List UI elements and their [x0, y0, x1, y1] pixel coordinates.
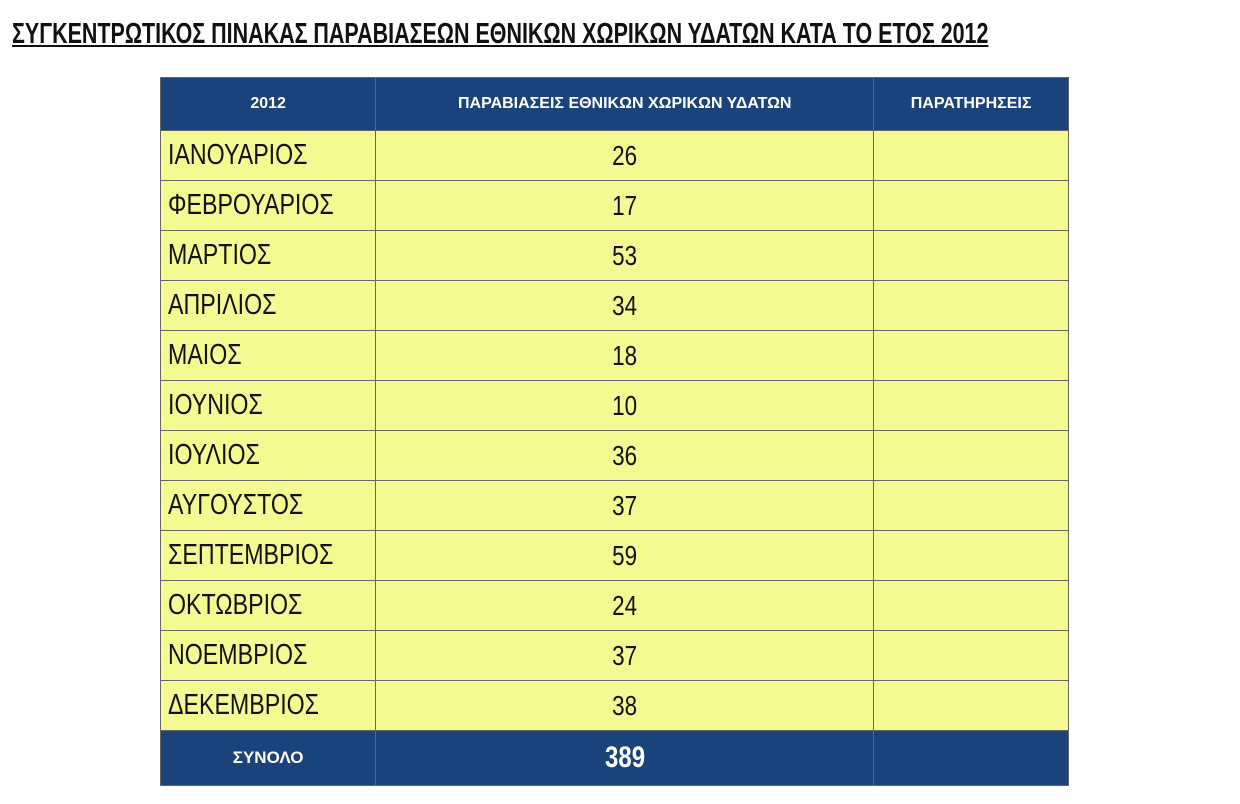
- table-row: ΔΕΚΕΜΒΡΙΟΣ 38: [159, 680, 1069, 731]
- violations-count: 17: [612, 189, 638, 221]
- table-row: ΙΟΥΛΙΟΣ 36: [159, 430, 1069, 481]
- violations-count: 38: [612, 689, 638, 721]
- value-cell: 37: [375, 480, 875, 531]
- table-row: ΑΠΡΙΛΙΟΣ 34: [159, 280, 1069, 331]
- value-cell: 53: [375, 230, 875, 281]
- table-row: ΣΕΠΤΕΜΒΡΙΟΣ 59: [159, 530, 1069, 581]
- table-row: ΜΑΙΟΣ 18: [159, 330, 1069, 381]
- violations-count: 18: [612, 339, 638, 371]
- month-label: ΙΟΥΝΙΟΣ: [168, 389, 263, 421]
- violations-count: 36: [612, 439, 638, 471]
- notes-cell: [873, 180, 1069, 231]
- month-label: ΔΕΚΕΜΒΡΙΟΣ: [168, 689, 320, 721]
- table-row: ΝΟΕΜΒΡΙΟΣ 37: [159, 630, 1069, 681]
- notes-cell: [873, 630, 1069, 681]
- month-label: ΜΑΡΤΙΟΣ: [168, 239, 272, 271]
- month-cell: ΜΑΙΟΣ: [159, 330, 377, 381]
- notes-cell: [873, 330, 1069, 381]
- value-cell: 38: [375, 680, 875, 731]
- violations-count: 26: [612, 139, 638, 171]
- month-cell: ΝΟΕΜΒΡΙΟΣ: [159, 630, 377, 681]
- notes-cell: [873, 580, 1069, 631]
- month-cell: ΣΕΠΤΕΜΒΡΙΟΣ: [159, 530, 377, 581]
- violations-count: 37: [612, 639, 638, 671]
- month-cell: ΔΕΚΕΜΒΡΙΟΣ: [159, 680, 377, 731]
- violations-count: 37: [612, 489, 638, 521]
- value-cell: 36: [375, 430, 875, 481]
- value-cell: 26: [375, 130, 875, 181]
- violations-count: 59: [612, 539, 638, 571]
- value-cell: 18: [375, 330, 875, 381]
- value-cell: 24: [375, 580, 875, 631]
- table-row: ΑΥΓΟΥΣΤΟΣ 37: [159, 480, 1069, 531]
- month-cell: ΙΑΝΟΥΑΡΙΟΣ: [159, 130, 377, 181]
- table-row: ΜΑΡΤΙΟΣ 53: [159, 230, 1069, 281]
- total-label: ΣΥΝΟΛΟ: [159, 730, 377, 786]
- value-cell: 59: [375, 530, 875, 581]
- header-row: 2012 ΠΑΡΑΒΙΑΣΕΙΣ ΕΘΝΙΚΩΝ ΧΩΡΙΚΩΝ ΥΔΑΤΩΝ …: [159, 77, 1069, 131]
- month-cell: ΑΥΓΟΥΣΤΟΣ: [159, 480, 377, 531]
- page-title: ΣΥΓΚΕΝΤΡΩΤΙΚΟΣ ΠΙΝΑΚΑΣ ΠΑΡΑΒΙΑΣΕΩΝ ΕΘΝΙΚ…: [12, 18, 989, 50]
- value-cell: 10: [375, 380, 875, 431]
- notes-cell: [873, 230, 1069, 281]
- notes-cell: [873, 280, 1069, 331]
- value-cell: 17: [375, 180, 875, 231]
- header-violations: ΠΑΡΑΒΙΑΣΕΙΣ ΕΘΝΙΚΩΝ ΧΩΡΙΚΩΝ ΥΔΑΤΩΝ: [375, 77, 875, 131]
- table-row: ΟΚΤΩΒΡΙΟΣ 24: [159, 580, 1069, 631]
- value-cell: 37: [375, 630, 875, 681]
- notes-cell: [873, 530, 1069, 581]
- month-label: ΦΕΒΡΟΥΑΡΙΟΣ: [168, 189, 334, 221]
- value-cell: 34: [375, 280, 875, 331]
- month-cell: ΟΚΤΩΒΡΙΟΣ: [159, 580, 377, 631]
- table-row: ΙΑΝΟΥΑΡΙΟΣ 26: [159, 130, 1069, 181]
- month-cell: ΑΠΡΙΛΙΟΣ: [159, 280, 377, 331]
- month-label: ΟΚΤΩΒΡΙΟΣ: [168, 589, 303, 621]
- violations-count: 10: [612, 389, 638, 421]
- table-row: ΙΟΥΝΙΟΣ 10: [159, 380, 1069, 431]
- header-notes: ΠΑΡΑΤΗΡΗΣΕΙΣ: [873, 77, 1069, 131]
- month-cell: ΙΟΥΝΙΟΣ: [159, 380, 377, 431]
- notes-cell: [873, 130, 1069, 181]
- violations-table: 2012 ΠΑΡΑΒΙΑΣΕΙΣ ΕΘΝΙΚΩΝ ΧΩΡΙΚΩΝ ΥΔΑΤΩΝ …: [159, 77, 1069, 786]
- notes-cell: [873, 480, 1069, 531]
- month-label: ΝΟΕΜΒΡΙΟΣ: [168, 639, 308, 671]
- month-label: ΜΑΙΟΣ: [168, 339, 242, 371]
- total-value: 389: [604, 741, 645, 774]
- month-cell: ΙΟΥΛΙΟΣ: [159, 430, 377, 481]
- total-row: ΣΥΝΟΛΟ 389: [159, 730, 1069, 786]
- violations-count: 24: [612, 589, 638, 621]
- month-label: ΙΑΝΟΥΑΡΙΟΣ: [168, 139, 308, 171]
- total-notes: [873, 730, 1069, 786]
- total-cell: 389: [375, 730, 875, 786]
- month-label: ΑΥΓΟΥΣΤΟΣ: [168, 489, 304, 521]
- violations-count: 53: [612, 239, 638, 271]
- month-cell: ΦΕΒΡΟΥΑΡΙΟΣ: [159, 180, 377, 231]
- month-label: ΣΕΠΤΕΜΒΡΙΟΣ: [168, 539, 334, 571]
- month-cell: ΜΑΡΤΙΟΣ: [159, 230, 377, 281]
- notes-cell: [873, 380, 1069, 431]
- month-label: ΑΠΡΙΛΙΟΣ: [168, 289, 277, 321]
- violations-count: 34: [612, 289, 638, 321]
- notes-cell: [873, 430, 1069, 481]
- table-row: ΦΕΒΡΟΥΑΡΙΟΣ 17: [159, 180, 1069, 231]
- notes-cell: [873, 680, 1069, 731]
- header-year: 2012: [159, 77, 377, 131]
- month-label: ΙΟΥΛΙΟΣ: [168, 439, 260, 471]
